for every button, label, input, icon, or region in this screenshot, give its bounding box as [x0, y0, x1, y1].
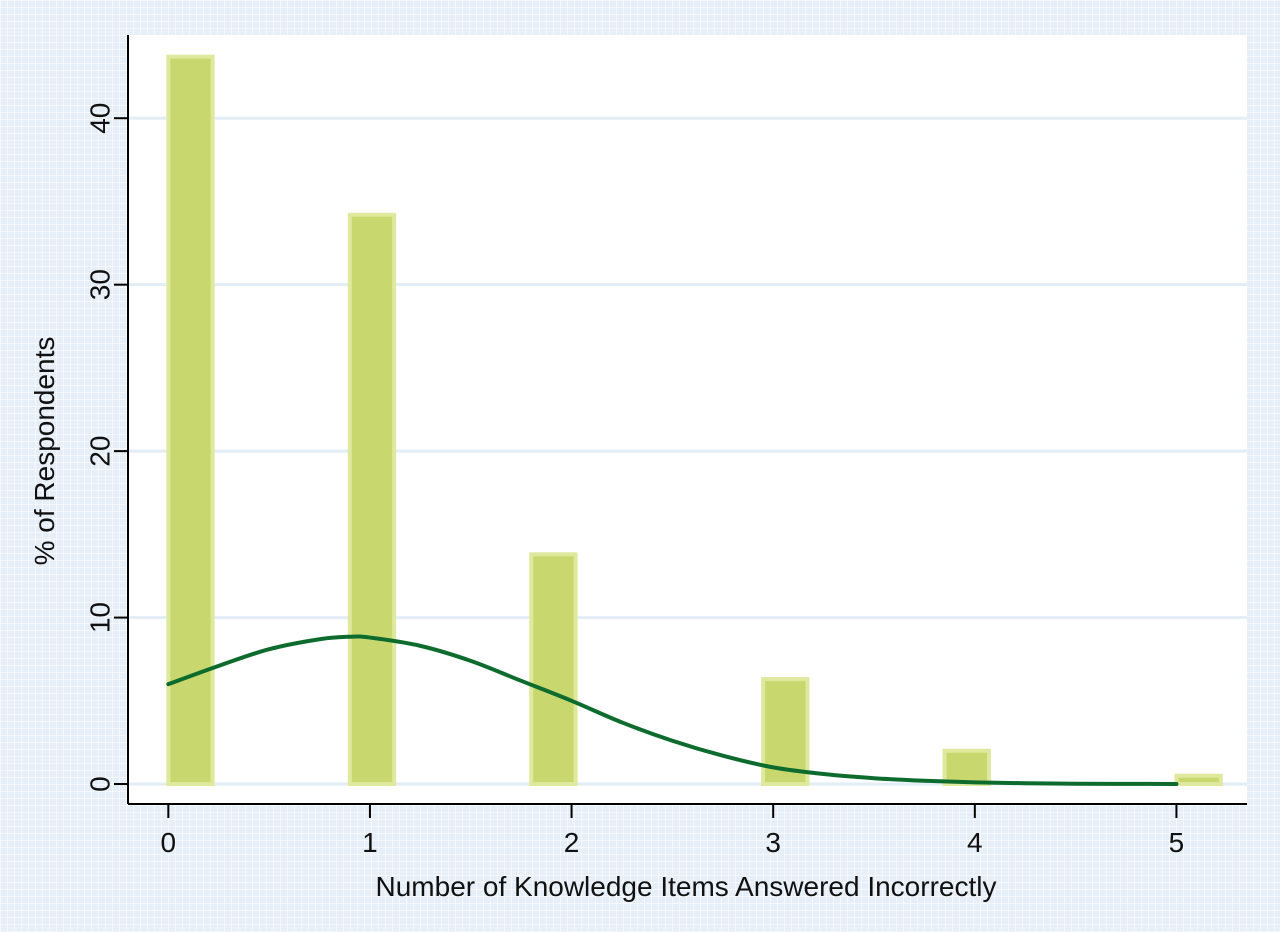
bar-1: [347, 212, 397, 787]
y-tick-label-0: 0: [85, 776, 116, 792]
x-tick-label-2: 2: [564, 827, 580, 858]
bar-4: [942, 748, 991, 787]
x-axis-title: Number of Knowledge Items Answered Incor…: [376, 871, 997, 902]
bar-0: [166, 54, 215, 787]
bar-series: [166, 54, 1223, 787]
axes: [127, 35, 1247, 805]
y-axis-title: % of Respondents: [29, 337, 60, 566]
bar-2: [529, 552, 578, 787]
plot-area: [128, 35, 1247, 804]
x-tick-label-4: 4: [967, 827, 983, 858]
y-tick-label-40: 40: [85, 103, 116, 134]
curve-line: [166, 634, 1179, 787]
bar-5: [1174, 773, 1223, 787]
x-axis-ticks: 0 1 2 3 4 5: [161, 804, 1185, 858]
y-axis-ticks: 0 10 20 30 40: [85, 103, 128, 792]
y-tick-label-30: 30: [85, 269, 116, 300]
x-tick-label-5: 5: [1169, 827, 1185, 858]
x-tick-label-1: 1: [362, 827, 378, 858]
y-tick-label-10: 10: [85, 602, 116, 633]
y-tick-label-20: 20: [85, 436, 116, 467]
x-tick-label-3: 3: [765, 827, 781, 858]
fitted-curve: [166, 634, 1179, 787]
x-tick-label-0: 0: [161, 827, 177, 858]
